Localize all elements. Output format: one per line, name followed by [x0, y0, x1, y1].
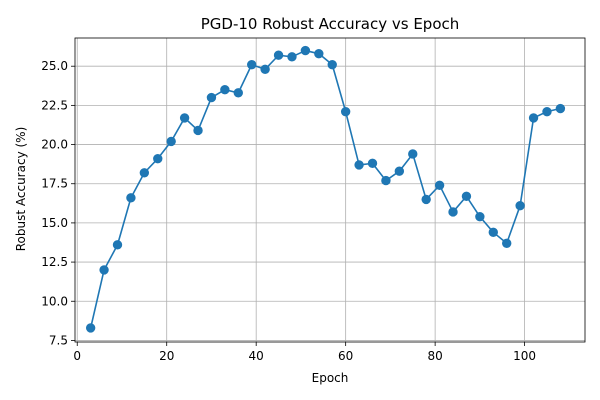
- data-point: [220, 85, 230, 95]
- data-point: [434, 180, 445, 190]
- y-axis-label: Robust Accuracy (%): [14, 127, 28, 252]
- data-point: [99, 265, 109, 275]
- x-tick-label: 20: [159, 349, 174, 363]
- data-point: [381, 175, 391, 186]
- data-point: [139, 168, 150, 178]
- data-point: [233, 88, 243, 98]
- data-point: [179, 113, 190, 123]
- data-point: [340, 106, 351, 117]
- data-point: [528, 113, 539, 123]
- x-tick-label: 100: [513, 349, 536, 363]
- data-point: [314, 48, 324, 59]
- y-tick-label: 7.5: [49, 333, 68, 347]
- data-point: [206, 92, 217, 103]
- y-tick-label: 25.0: [41, 59, 68, 73]
- data-point: [354, 160, 364, 170]
- y-axis-ticks: 7.5 10.0 12.5 15.0 17.5 20.0 22.5 25.0: [41, 59, 75, 347]
- y-tick-label: 10.0: [41, 294, 68, 308]
- data-point: [394, 166, 405, 176]
- data-point: [287, 52, 297, 62]
- x-axis-ticks: 0 20 40 60 80 100: [73, 342, 536, 363]
- data-point: [300, 45, 311, 56]
- x-tick-label: 0: [73, 349, 81, 363]
- series-line-layer: [89, 49, 561, 329]
- data-point: [112, 240, 123, 250]
- data-point: [542, 106, 552, 117]
- data-point: [502, 238, 512, 248]
- data-point: [475, 211, 485, 222]
- data-point: [273, 50, 284, 60]
- y-tick-label: 17.5: [41, 177, 68, 191]
- data-point: [247, 59, 257, 70]
- data-point: [126, 193, 136, 203]
- data-point: [327, 59, 337, 70]
- data-point: [367, 158, 378, 169]
- chart-title: PGD-10 Robust Accuracy vs Epoch: [201, 15, 460, 33]
- data-point: [515, 200, 525, 211]
- data-point: [488, 227, 498, 238]
- data-point: [555, 103, 566, 114]
- x-tick-label: 60: [338, 349, 353, 363]
- y-tick-label: 15.0: [41, 216, 68, 230]
- y-tick-label: 22.5: [41, 98, 68, 112]
- data-point: [85, 323, 96, 333]
- y-tick-label: 20.0: [41, 138, 68, 152]
- data-point: [421, 194, 431, 205]
- series-markers: [85, 45, 566, 333]
- series-line: [89, 49, 561, 329]
- data-point: [166, 136, 176, 147]
- data-point: [260, 64, 270, 75]
- grid: [75, 38, 585, 342]
- plot-frame: [74, 37, 586, 343]
- x-tick-label: 80: [427, 349, 442, 363]
- data-point: [408, 149, 418, 159]
- data-point: [448, 207, 458, 217]
- y-tick-label: 12.5: [41, 255, 68, 269]
- x-tick-label: 40: [249, 349, 264, 363]
- x-axis-label: Epoch: [312, 371, 349, 385]
- data-point: [153, 153, 163, 164]
- data-point: [461, 191, 472, 201]
- data-point: [193, 125, 203, 136]
